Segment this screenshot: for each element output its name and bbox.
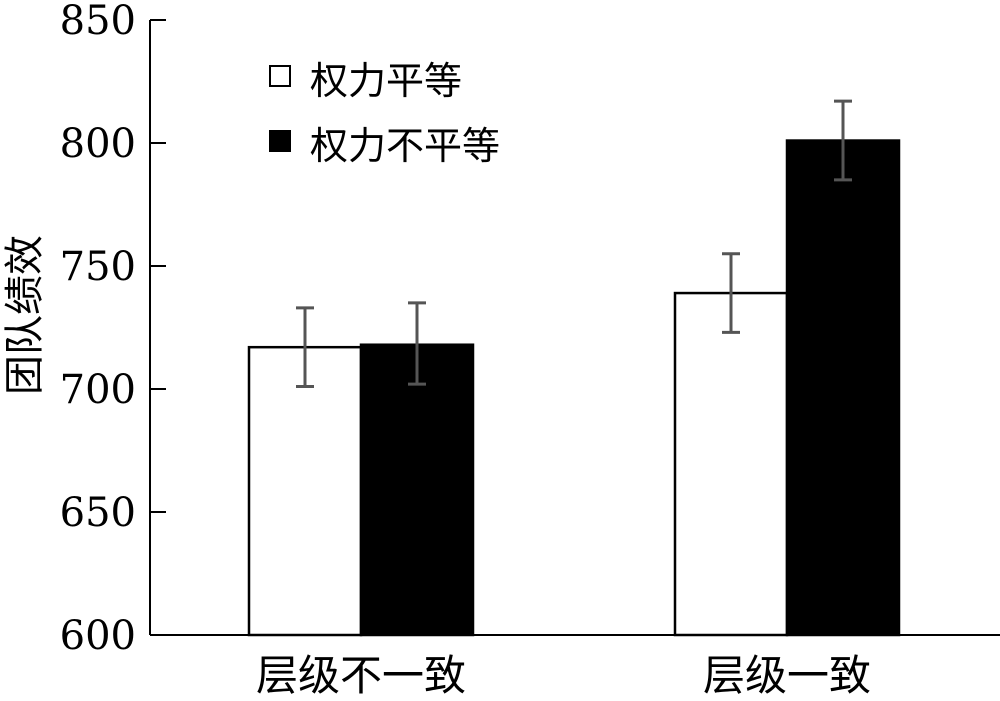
bar-equal-1 <box>673 291 789 637</box>
bar-unequal-0 <box>359 343 475 637</box>
bar-equal-0 <box>247 345 363 637</box>
y-tick-label-650: 650 <box>60 490 136 536</box>
legend-swatch-1 <box>269 130 291 152</box>
error-bars <box>296 99 852 389</box>
x-category-label-1: 层级一致 <box>703 651 871 696</box>
bars <box>247 139 901 637</box>
y-axis-label: 团队绩效 <box>2 235 48 395</box>
legend-swatch-0 <box>269 65 291 87</box>
y-tick-label-700: 700 <box>60 367 136 413</box>
bar-unequal-1 <box>785 139 901 637</box>
axes: 600 650 700 750 800 850 层级不一致 层级一致 <box>60 0 1000 700</box>
legend-label-0: 权力平等 <box>310 59 462 103</box>
y-tick-label-750: 750 <box>60 244 136 290</box>
y-tick-label-850: 850 <box>60 0 136 44</box>
legend-label-1: 权力不平等 <box>310 124 500 168</box>
x-category-label-0: 层级不一致 <box>256 651 466 696</box>
y-tick-label-800: 800 <box>60 121 136 167</box>
y-tick-label-600: 600 <box>60 613 136 659</box>
